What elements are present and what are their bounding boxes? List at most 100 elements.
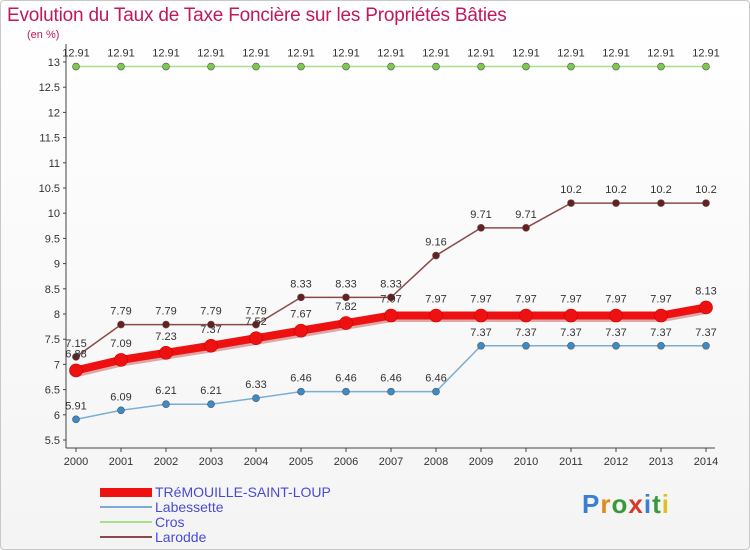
x-tick-label: 2008 <box>424 456 448 468</box>
data-label-cros: 12.91 <box>692 48 720 60</box>
logo-letter: i <box>661 489 670 519</box>
x-tick-label: 2010 <box>514 456 538 468</box>
data-label-tr-mouille-saint-loup: 7.37 <box>200 324 221 336</box>
y-tick-label: 7 <box>54 359 60 371</box>
x-tick-label: 2012 <box>604 456 628 468</box>
data-point-cros <box>567 62 575 71</box>
data-point-larodde <box>252 320 260 329</box>
data-point-cros <box>297 62 305 71</box>
y-tick-label: 8 <box>54 309 60 321</box>
x-tick-label: 2004 <box>244 456 268 468</box>
data-label-larodde: 7.79 <box>245 306 266 318</box>
data-label-larodde: 7.79 <box>110 306 131 318</box>
legend-swatch <box>100 521 152 523</box>
data-label-larodde: 8.33 <box>290 278 311 290</box>
data-point-larodde <box>477 224 485 232</box>
logo-letter: o <box>611 489 629 519</box>
data-point-cros <box>72 62 80 71</box>
data-point-cros <box>162 62 170 71</box>
data-label-tr-mouille-saint-loup: 7.97 <box>380 294 401 306</box>
data-point-tr-mouille-saint-loup <box>114 353 128 367</box>
legend-label: TRéMOUILLE-SAINT-LOUP <box>155 484 331 500</box>
legend-label: Larodde <box>155 529 207 545</box>
data-label-labessette: 7.37 <box>470 327 491 339</box>
data-label-larodde: 9.71 <box>470 209 491 221</box>
data-label-labessette: 7.37 <box>605 327 626 339</box>
data-point-larodde <box>522 224 530 232</box>
data-label-cros: 12.91 <box>557 48 585 60</box>
data-point-cros <box>252 62 260 71</box>
y-tick-label: 6 <box>54 410 60 422</box>
legend: TRéMOUILLE-SAINT-LOUP Labessette Cros Larod… <box>100 484 360 545</box>
data-label-cros: 12.91 <box>377 48 405 60</box>
data-label-cros: 12.91 <box>197 48 225 60</box>
data-point-cros <box>207 62 215 71</box>
data-point-larodde <box>432 251 440 260</box>
data-point-cros <box>342 62 350 71</box>
data-point-cros <box>612 62 620 71</box>
data-point-tr-mouille-saint-loup <box>204 338 218 353</box>
data-point-cros <box>522 62 530 71</box>
y-tick-label: 12.5 <box>39 82 60 94</box>
data-point-larodde <box>117 320 125 329</box>
data-point-tr-mouille-saint-loup <box>159 346 173 360</box>
data-point-labessette <box>567 341 575 350</box>
data-label-cros: 12.91 <box>602 48 630 60</box>
data-point-larodde <box>387 293 395 302</box>
data-label-tr-mouille-saint-loup: 7.52 <box>245 316 266 328</box>
data-label-tr-mouille-saint-loup: 7.97 <box>515 294 536 306</box>
chart-title: Evolution du Taux de Taxe Foncière sur l… <box>7 5 507 26</box>
data-label-tr-mouille-saint-loup: 7.82 <box>335 301 356 313</box>
data-point-tr-mouille-saint-loup <box>249 331 263 345</box>
y-tick-label: 5.5 <box>45 435 60 447</box>
data-point-labessette <box>252 394 260 402</box>
proxiti-logo: Proxiti <box>582 489 670 520</box>
data-point-tr-mouille-saint-loup <box>339 316 353 330</box>
x-tick-label: 2011 <box>559 456 583 468</box>
data-label-tr-mouille-saint-loup: 7.23 <box>155 331 176 343</box>
data-point-cros <box>117 62 125 71</box>
data-point-tr-mouille-saint-loup <box>384 308 398 323</box>
legend-swatch <box>100 506 152 508</box>
data-point-tr-mouille-saint-loup <box>564 308 578 323</box>
data-point-larodde <box>342 293 350 302</box>
data-label-larodde: 8.33 <box>380 278 401 290</box>
data-label-tr-mouille-saint-loup: 8.13 <box>695 285 716 297</box>
data-label-tr-mouille-saint-loup: 7.97 <box>560 294 581 306</box>
logo-letter: x <box>628 489 644 519</box>
data-label-larodde: 10.2 <box>695 184 716 196</box>
data-point-tr-mouille-saint-loup <box>699 300 713 315</box>
y-tick-label: 6.5 <box>45 385 60 397</box>
data-point-cros <box>387 62 395 71</box>
data-label-tr-mouille-saint-loup: 7.97 <box>605 294 626 306</box>
legend-item-labessette: Labessette <box>100 499 360 515</box>
data-label-labessette: 6.46 <box>425 373 446 385</box>
data-label-larodde: 10.2 <box>650 184 671 196</box>
x-tick-label: 2005 <box>289 456 313 468</box>
data-point-labessette <box>657 341 665 350</box>
y-tick-label: 9 <box>54 259 60 271</box>
legend-item-tr-mouille-saint-loup: TRéMOUILLE-SAINT-LOUP <box>100 484 360 500</box>
data-label-tr-mouille-saint-loup: 7.67 <box>290 309 311 321</box>
data-point-cros <box>657 62 665 71</box>
data-point-tr-mouille-saint-loup <box>654 308 668 323</box>
data-point-tr-mouille-saint-loup <box>609 308 623 323</box>
data-point-labessette <box>207 400 215 409</box>
data-point-labessette <box>342 387 350 396</box>
y-tick-label: 11 <box>49 158 60 170</box>
x-tick-label: 2013 <box>649 456 673 468</box>
data-label-tr-mouille-saint-loup: 7.09 <box>110 338 131 350</box>
data-label-tr-mouille-saint-loup: 7.97 <box>470 294 491 306</box>
legend-swatch <box>100 536 152 538</box>
legend-label: Cros <box>155 514 185 530</box>
data-label-larodde: 9.71 <box>515 209 536 221</box>
data-label-cros: 12.91 <box>332 48 360 60</box>
data-label-labessette: 6.09 <box>110 391 131 403</box>
x-tick-label: 2003 <box>199 456 223 468</box>
data-point-labessette <box>612 341 620 350</box>
y-tick-label: 10.5 <box>39 183 60 195</box>
data-point-larodde <box>162 320 170 329</box>
y-tick-label: 10 <box>48 208 60 220</box>
legend-swatch <box>100 488 152 497</box>
logo-letter: P <box>582 489 601 519</box>
